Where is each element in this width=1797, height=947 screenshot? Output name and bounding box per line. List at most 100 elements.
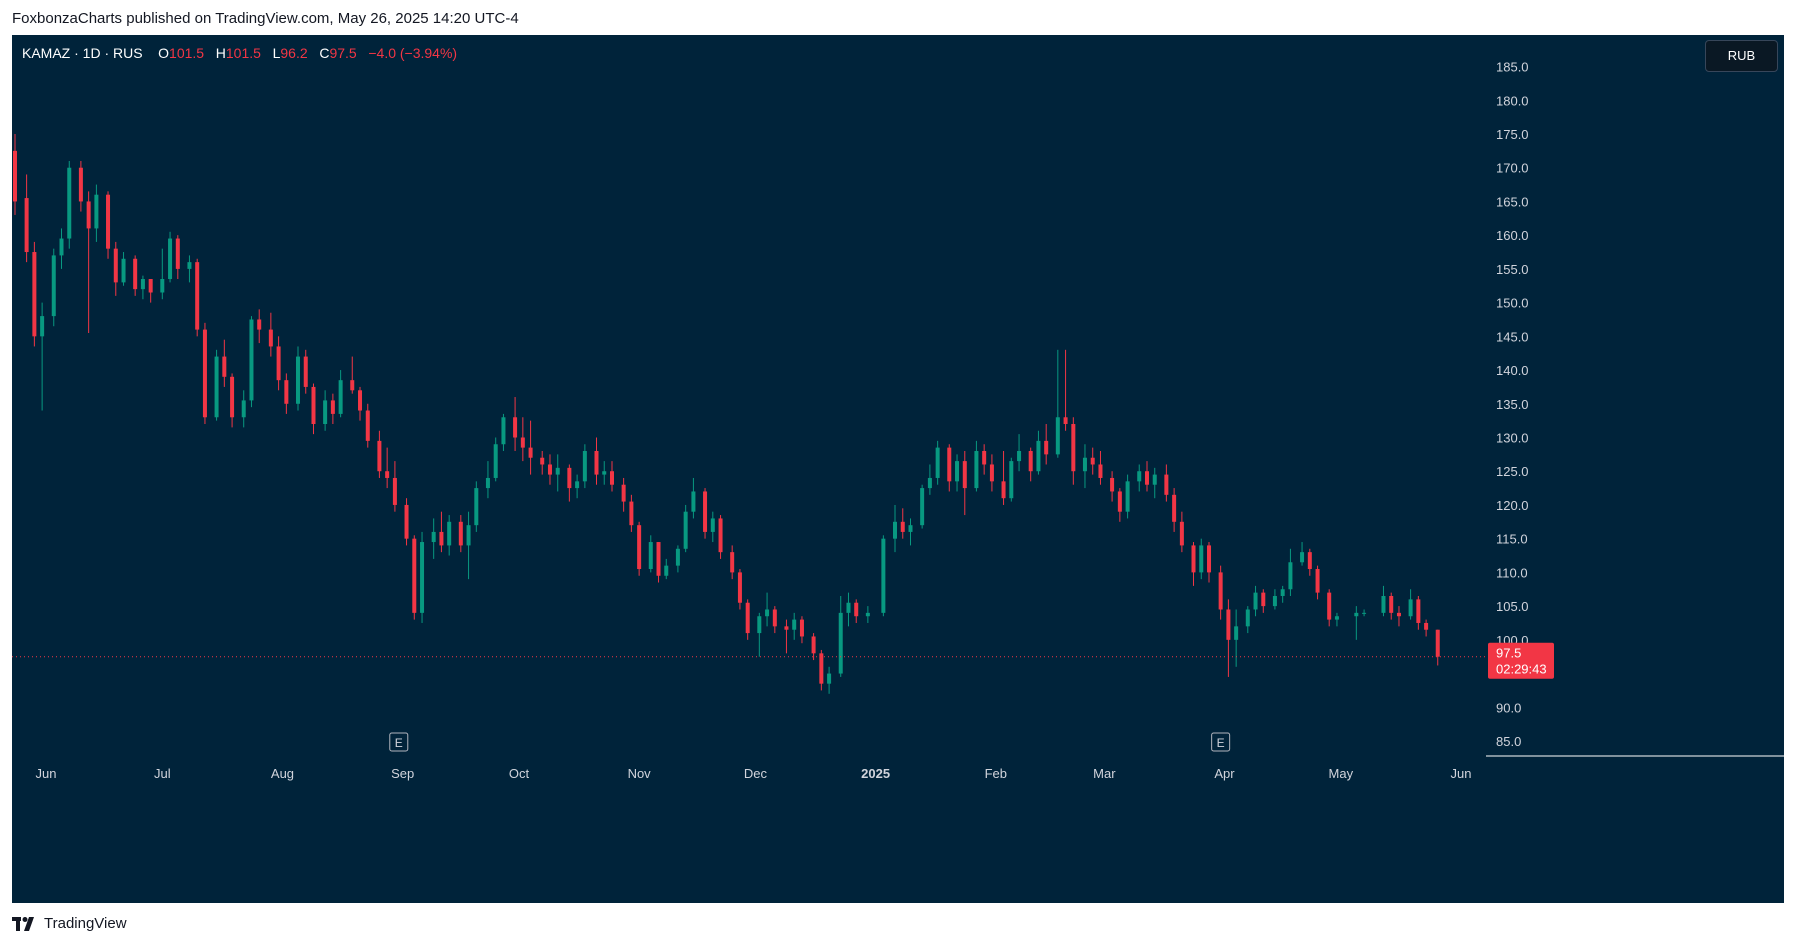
candle-body (1137, 471, 1142, 482)
candle-body (989, 464, 994, 482)
price-tick-label: 90.0 (1496, 700, 1521, 715)
candle-body (962, 461, 967, 489)
candle-body (458, 521, 463, 546)
candle-body (920, 488, 925, 526)
time-tick-label: Jun (36, 766, 57, 781)
candle-body (691, 491, 696, 512)
candle-body (1280, 589, 1285, 596)
publish-caption: FoxbonzaCharts published on TradingView.… (12, 10, 519, 27)
candle-body (1354, 612, 1359, 617)
candle-body (350, 380, 355, 391)
candle-body (1234, 626, 1239, 640)
candle-body (637, 525, 642, 570)
close-value: 97.5 (329, 45, 357, 61)
candle-body (466, 525, 471, 546)
candle-body (12, 150, 17, 202)
candle-body (602, 471, 607, 475)
candle-body (202, 329, 207, 418)
time-tick-label: Sep (391, 766, 414, 781)
candle-body (513, 417, 518, 438)
currency-badge[interactable]: RUB (1705, 40, 1778, 72)
candle-body (1245, 609, 1250, 627)
candle-body (703, 491, 708, 532)
price-tick-label: 150.0 (1496, 296, 1529, 311)
candle-body (1315, 569, 1320, 593)
high-value: 101.5 (225, 45, 261, 61)
candle-body (214, 356, 219, 418)
price-tick-label: 170.0 (1496, 161, 1529, 176)
candle-body (865, 612, 870, 617)
time-tick-label: 2025 (861, 766, 890, 781)
ohlc-legend: KAMAZ · 1D · RUS O101.5 H101.5 L96.2 C97… (22, 45, 457, 61)
candle-body (745, 602, 750, 634)
candle-body (78, 167, 83, 202)
candle-body (1435, 629, 1440, 657)
time-tick-label: Jul (154, 766, 171, 781)
candle-body (683, 511, 688, 549)
candle-body (811, 636, 816, 654)
candle-body (664, 565, 669, 576)
price-tick-label: 130.0 (1496, 431, 1529, 446)
candle-body (893, 521, 897, 539)
candle-body (268, 329, 273, 347)
candle-body (86, 201, 91, 229)
tradingview-footer[interactable]: TradingView (12, 915, 127, 932)
time-tick-label: Apr (1214, 766, 1235, 781)
candle-body (1082, 457, 1087, 472)
candle-body (730, 552, 735, 573)
tradingview-logo-icon (12, 916, 34, 931)
price-tick-label: 165.0 (1496, 194, 1529, 209)
candle-body (40, 316, 45, 337)
last-price-badge (1488, 642, 1554, 679)
high-label: H (215, 45, 226, 61)
candle-body (846, 602, 851, 613)
candle-body (1009, 461, 1014, 499)
candle-body (582, 450, 587, 482)
candle-body (1416, 599, 1421, 623)
candle-body (1098, 464, 1103, 478)
candle-body (1272, 595, 1277, 607)
candle-body (610, 471, 614, 485)
candle-body (311, 386, 316, 425)
tradingview-brand: TradingView (44, 915, 127, 932)
candle-body (392, 477, 397, 505)
candle-body (908, 525, 913, 532)
candle-body (303, 356, 308, 387)
candle-body (1261, 592, 1266, 607)
candle-body (24, 198, 29, 253)
candlestick-chart[interactable]: 185.0 180.0 175.0 170.0 165.0 160.0 155.0 150.0… (12, 35, 1784, 903)
candle-body (656, 542, 661, 576)
candle-body (900, 521, 905, 532)
candle-body (447, 521, 452, 546)
price-tick-label: 85.0 (1496, 734, 1521, 749)
candle-body (1117, 491, 1122, 512)
earnings-marker (1211, 732, 1231, 752)
candle-body (567, 467, 572, 489)
candle-body (935, 447, 940, 478)
candle-body (195, 262, 200, 330)
candle-body (1044, 440, 1049, 455)
candle-body (1172, 494, 1177, 522)
candle-body (121, 258, 126, 283)
candle-body (330, 400, 335, 414)
candle-body (1327, 592, 1332, 620)
candle-body (648, 542, 653, 570)
candle-body (133, 258, 138, 290)
price-tick-label: 140.0 (1496, 363, 1529, 378)
price-tick-label: 115.0 (1496, 532, 1528, 547)
price-tick-label: 175.0 (1496, 127, 1529, 142)
candle-body (1300, 552, 1305, 563)
candle-body (1207, 545, 1212, 573)
chart-pane[interactable]: 185.0 180.0 175.0 170.0 165.0 160.0 155.0 150.0… (12, 35, 1784, 903)
candle-body (629, 501, 634, 526)
low-value: 96.2 (280, 45, 308, 61)
candle-body (1179, 521, 1184, 546)
candle-body (1362, 612, 1367, 614)
candle-body (1028, 450, 1033, 472)
candle-body (1408, 599, 1413, 617)
candle-body (1389, 595, 1394, 613)
candle-body (947, 447, 952, 482)
candle-body (827, 673, 832, 684)
candle-body (1144, 471, 1149, 485)
candle-body (1381, 595, 1386, 613)
